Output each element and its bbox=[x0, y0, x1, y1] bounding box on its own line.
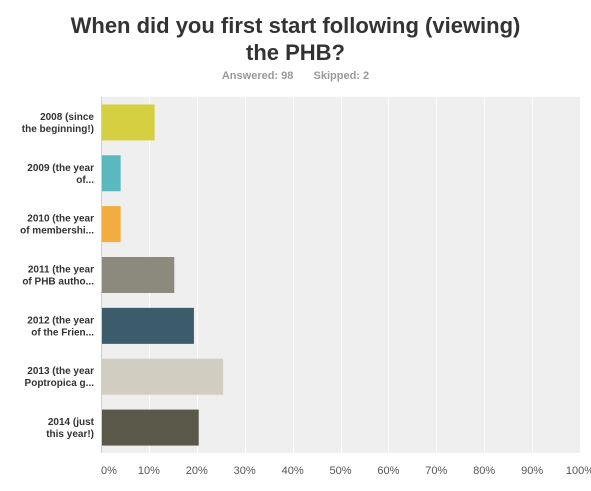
category-label: the beginning!) bbox=[22, 124, 94, 135]
x-tick-label: 80% bbox=[473, 465, 495, 477]
chart-title-line-2: the PHB? bbox=[246, 40, 345, 65]
category-label: 2009 (the year bbox=[27, 163, 94, 174]
x-tick-label: 70% bbox=[425, 465, 447, 477]
answered-count: Answered: 98 bbox=[221, 70, 294, 82]
category-label: of... bbox=[76, 175, 94, 186]
bar-3 bbox=[102, 206, 121, 243]
x-tick-label: 20% bbox=[186, 465, 208, 477]
category-label: of the Frien... bbox=[31, 327, 94, 338]
x-tick-label: 90% bbox=[521, 465, 543, 477]
chart-title: When did you first start following (view… bbox=[0, 12, 591, 66]
category-label: of PHB autho... bbox=[22, 277, 94, 288]
bar-4 bbox=[102, 257, 175, 293]
bar-5 bbox=[102, 307, 194, 344]
response-stats: Answered: 98 Skipped: 2 bbox=[0, 70, 591, 82]
x-tick-label: 60% bbox=[377, 465, 399, 477]
skipped-count: Skipped: 2 bbox=[313, 70, 370, 82]
chart-title-line-1: When did you first start following (view… bbox=[70, 13, 521, 38]
x-tick-label: 100% bbox=[566, 465, 591, 477]
x-tick-label: 10% bbox=[138, 465, 160, 477]
category-label: 2012 (the year bbox=[27, 315, 94, 326]
x-tick-label: 50% bbox=[329, 465, 351, 477]
category-label: 2011 (the year bbox=[28, 265, 94, 276]
category-label: 2010 (the year bbox=[27, 214, 94, 225]
x-tick-label: 30% bbox=[234, 465, 256, 477]
category-label: Poptropica g... bbox=[25, 378, 95, 389]
x-tick-label: 40% bbox=[282, 465, 304, 477]
x-tick-label: 0% bbox=[101, 465, 117, 477]
bar-2 bbox=[102, 155, 121, 192]
category-label: 2013 (the year bbox=[27, 366, 94, 377]
bar-7 bbox=[102, 409, 199, 446]
category-label: 2014 (just bbox=[48, 417, 95, 428]
category-label: 2008 (since bbox=[40, 112, 94, 123]
bar-6 bbox=[102, 358, 224, 395]
bar-1 bbox=[102, 104, 155, 141]
category-label: this year!) bbox=[46, 429, 94, 440]
category-label: of membershi... bbox=[20, 226, 94, 237]
